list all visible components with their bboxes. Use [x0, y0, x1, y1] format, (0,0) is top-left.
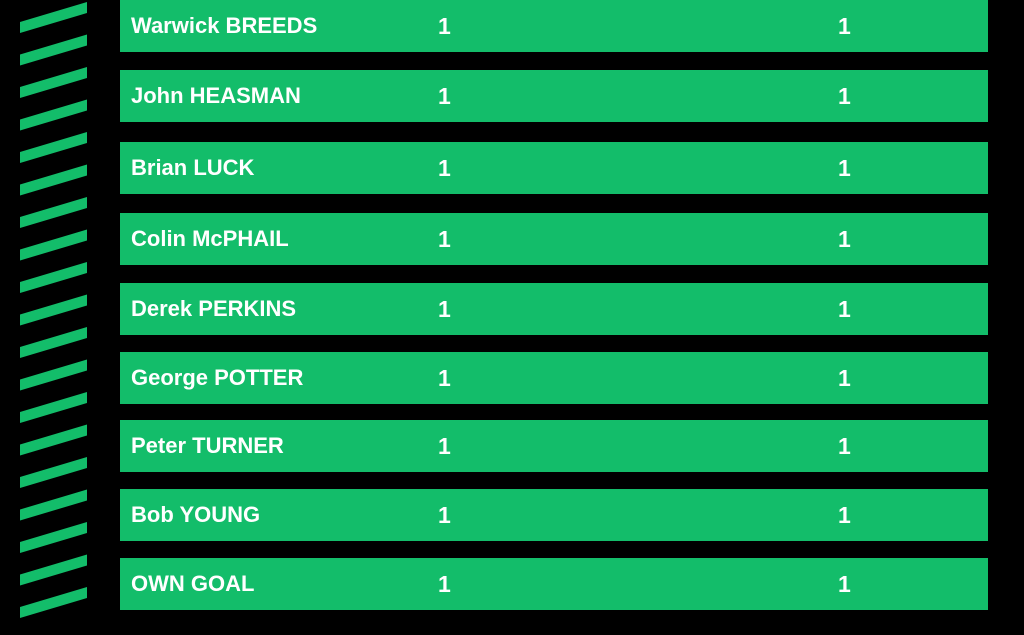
table-row: George POTTER 1 1 [120, 352, 988, 404]
table-row: Warwick BREEDS 1 1 [120, 0, 988, 52]
stripe [20, 522, 87, 553]
stripe [20, 132, 87, 163]
stripe [20, 424, 87, 456]
total-value: 1 [838, 502, 851, 528]
player-name: Peter TURNER [131, 433, 284, 458]
table-row: John HEASMAN 1 1 [120, 70, 988, 122]
table-row: Bob YOUNG 1 1 [120, 489, 988, 541]
stripe [20, 164, 87, 196]
player-name: Colin McPHAIL [131, 226, 289, 251]
decorative-stripes [20, 2, 87, 618]
goals-value: 1 [438, 433, 451, 459]
total-value: 1 [838, 296, 851, 322]
stripe [20, 262, 87, 293]
stripe [20, 587, 87, 618]
total-value: 1 [838, 13, 851, 39]
stripe [20, 392, 87, 423]
stripe [20, 67, 87, 98]
total-value: 1 [838, 155, 851, 181]
table-row: Colin McPHAIL 1 1 [120, 213, 988, 265]
goals-value: 1 [438, 502, 451, 528]
total-value: 1 [838, 365, 851, 391]
stripe [20, 2, 87, 33]
goals-value: 1 [438, 226, 451, 252]
stripe [20, 294, 87, 326]
goals-value: 1 [438, 571, 451, 597]
goals-value: 1 [438, 296, 451, 322]
total-value: 1 [838, 83, 851, 109]
stripe [20, 359, 87, 391]
stripe [20, 554, 87, 586]
player-name: OWN GOAL [131, 571, 255, 596]
stripe [20, 457, 87, 488]
table-row: Peter TURNER 1 1 [120, 420, 988, 472]
table-row: Brian LUCK 1 1 [120, 142, 988, 194]
total-value: 1 [838, 433, 851, 459]
player-name: Derek PERKINS [131, 296, 297, 321]
table-row: OWN GOAL 1 1 [120, 558, 988, 610]
goals-value: 1 [438, 155, 451, 181]
stripe [20, 489, 87, 521]
stripe [20, 229, 87, 261]
player-name: Bob YOUNG [131, 502, 261, 527]
total-value: 1 [838, 571, 851, 597]
stripe [20, 34, 87, 66]
goals-value: 1 [438, 83, 451, 109]
player-name: Brian LUCK [131, 155, 255, 180]
table-row: Derek PERKINS 1 1 [120, 283, 988, 335]
player-name: George POTTER [131, 365, 304, 390]
stripe [20, 197, 87, 228]
player-name: Warwick BREEDS [131, 13, 318, 38]
stripe [20, 99, 87, 131]
total-value: 1 [838, 226, 851, 252]
goals-value: 1 [438, 13, 451, 39]
goals-value: 1 [438, 365, 451, 391]
player-name: John HEASMAN [131, 83, 301, 108]
stripe [20, 327, 87, 358]
